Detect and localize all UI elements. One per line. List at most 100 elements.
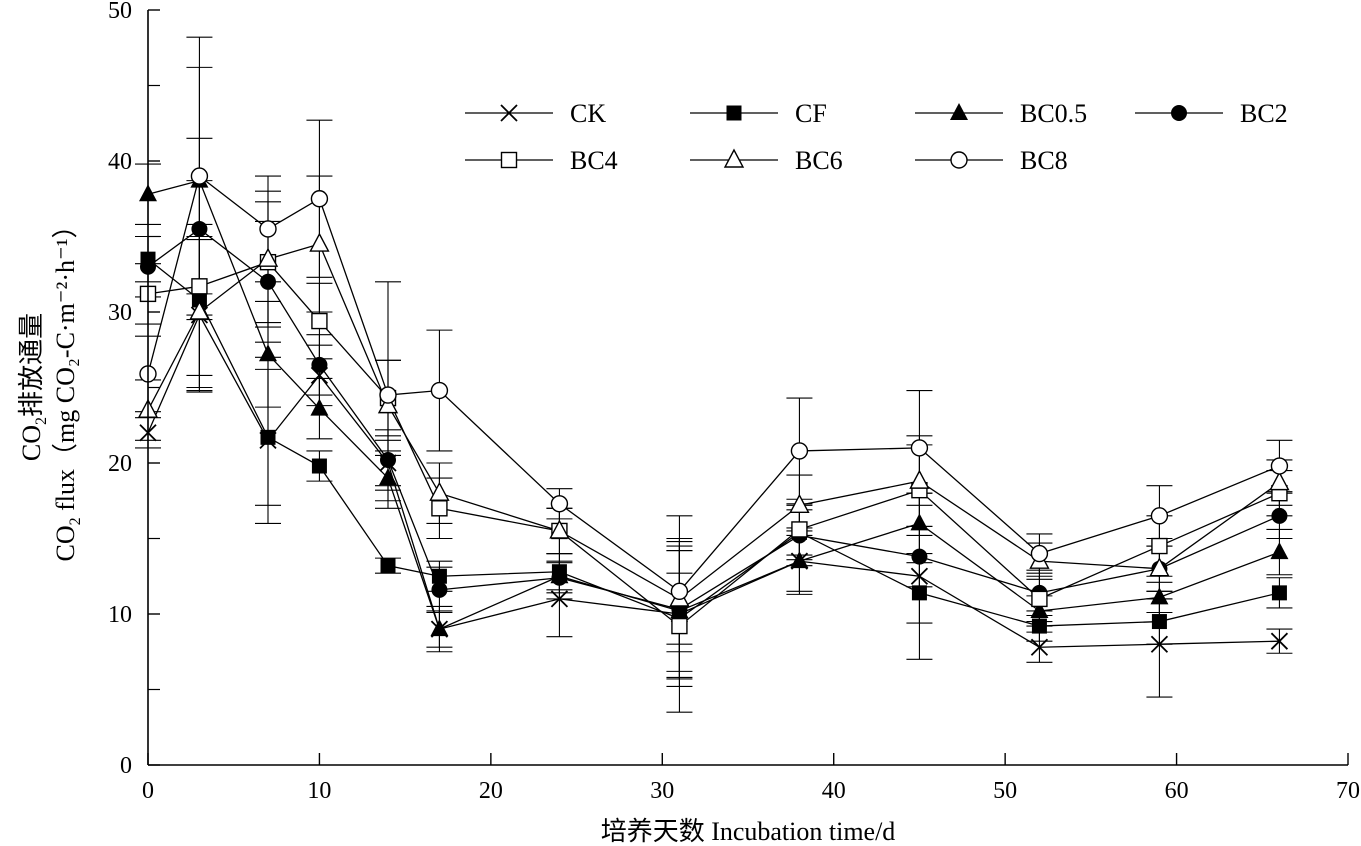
x-axis-title: 培养天数 Incubation time/d xyxy=(601,817,896,846)
data-point xyxy=(379,468,397,486)
data-point xyxy=(191,220,208,237)
data-point xyxy=(550,495,569,513)
data-point xyxy=(1270,457,1289,475)
data-point xyxy=(1270,542,1289,560)
x-tick-label: 30 xyxy=(650,778,674,804)
data-point xyxy=(1150,635,1169,653)
y-tick-label: 20 xyxy=(108,451,132,477)
legend: CK CF BC0.5 BC2 BC4 BC6 BC8 xyxy=(465,99,1288,175)
y-tick-label: 50 xyxy=(108,0,132,24)
data-point xyxy=(311,356,328,373)
data-point xyxy=(1031,618,1047,634)
data-point xyxy=(790,551,809,569)
data-point xyxy=(670,582,689,601)
data-point xyxy=(791,521,808,538)
x-tick-label: 40 xyxy=(822,778,846,804)
data-point xyxy=(377,394,399,414)
y-axis-title-line1: CO2排放通量 xyxy=(17,313,50,461)
legend-marker xyxy=(1171,105,1187,121)
data-point xyxy=(310,190,329,208)
legend-marker xyxy=(723,148,745,168)
data-point xyxy=(910,439,929,457)
legend-marker xyxy=(950,103,968,120)
markers-cf xyxy=(140,251,1287,634)
data-point xyxy=(189,300,210,320)
data-point xyxy=(431,581,448,598)
x-tick-label: 50 xyxy=(993,778,1017,804)
series-layer xyxy=(135,36,1293,713)
data-point xyxy=(1269,471,1290,491)
series-line-bc2 xyxy=(147,228,1280,611)
data-point xyxy=(910,513,929,531)
data-point xyxy=(190,167,209,185)
data-point xyxy=(259,220,277,238)
y-tick-label: 30 xyxy=(108,300,132,326)
data-point xyxy=(311,458,327,474)
data-point xyxy=(1271,585,1287,601)
legend-marker xyxy=(500,104,518,122)
data-point xyxy=(550,590,569,608)
series-line-bc6 xyxy=(147,243,1280,600)
y-tick-label: 0 xyxy=(120,753,132,779)
data-point xyxy=(431,500,448,517)
data-point xyxy=(909,469,930,489)
legend-item-bc4: BC4 xyxy=(465,146,618,175)
legend-label: BC0.5 xyxy=(1020,99,1087,128)
data-point xyxy=(1151,614,1167,630)
data-point xyxy=(260,429,276,445)
data-point xyxy=(1030,544,1049,563)
data-point xyxy=(1150,507,1169,525)
legend-item-bc0-5: BC0.5 xyxy=(915,99,1087,128)
y-tick-label: 40 xyxy=(108,149,132,175)
data-point xyxy=(309,232,330,252)
ticks: 0 10 20 30 40 50 0 10 20 30 40 50 60 70 xyxy=(108,0,1360,804)
y-tick-label: 10 xyxy=(108,602,132,628)
data-point xyxy=(551,569,568,586)
data-point xyxy=(910,567,929,585)
data-point xyxy=(380,558,396,574)
data-point xyxy=(431,568,447,584)
legend-item-ck: CK xyxy=(465,99,606,128)
data-point xyxy=(1030,600,1049,618)
data-point xyxy=(259,344,277,362)
data-point xyxy=(191,278,208,295)
data-point xyxy=(257,247,279,267)
error-bars-bc0-5 xyxy=(135,66,1293,672)
data-point xyxy=(1270,632,1289,650)
x-tick-label: 10 xyxy=(307,778,331,804)
data-point xyxy=(1149,557,1170,577)
data-point xyxy=(379,386,397,404)
data-point xyxy=(549,519,570,539)
data-point xyxy=(430,619,449,637)
legend-item-bc8: BC8 xyxy=(915,146,1068,175)
error-bars-bc4 xyxy=(135,180,1293,680)
y-axis-title-line2: CO2 flux（mg CO₂-C·m⁻²·h⁻¹） xyxy=(51,213,84,562)
axes xyxy=(147,10,1348,766)
data-point xyxy=(1271,507,1288,524)
data-point xyxy=(1151,537,1168,555)
legend-marker xyxy=(950,151,968,169)
markers-bc2 xyxy=(140,220,1288,618)
data-point xyxy=(310,398,329,416)
markers-bc8 xyxy=(139,167,1289,601)
error-bars-ck xyxy=(135,238,1293,713)
data-point xyxy=(1030,638,1049,656)
data-point xyxy=(430,381,449,400)
x-tick-label: 0 xyxy=(142,778,154,804)
legend-item-bc6: BC6 xyxy=(690,146,843,175)
error-bars-cf xyxy=(135,223,1293,688)
x-tick-label: 70 xyxy=(1336,778,1360,804)
data-point xyxy=(1150,587,1169,605)
x-tick-label: 60 xyxy=(1165,778,1189,804)
legend-label: BC2 xyxy=(1240,99,1288,128)
x-tick-label: 20 xyxy=(479,778,503,804)
legend-label: BC4 xyxy=(570,146,618,175)
data-point xyxy=(1031,590,1048,608)
legend-label: CF xyxy=(795,99,827,128)
legend-item-cf: CF xyxy=(690,99,827,128)
data-point xyxy=(911,585,927,601)
data-point xyxy=(790,442,809,460)
data-point xyxy=(380,451,396,468)
legend-item-bc2: BC2 xyxy=(1135,99,1288,128)
